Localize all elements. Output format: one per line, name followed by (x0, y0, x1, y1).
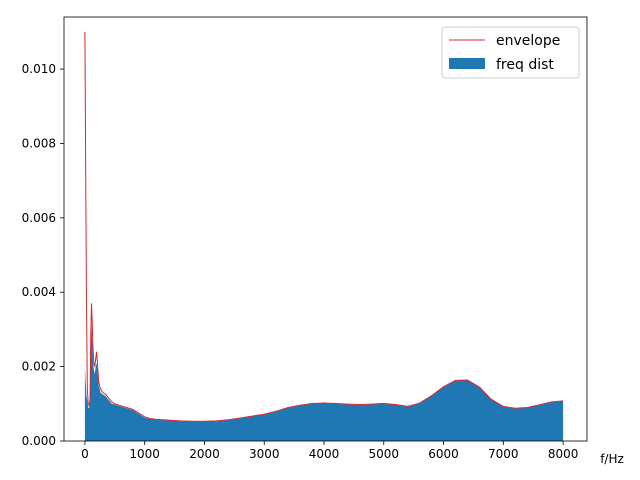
y-tick-label: 0.010 (22, 62, 56, 76)
legend: envelope freq dist (441, 26, 580, 79)
legend-envelope-label: envelope (496, 33, 560, 49)
series-freq-dist-area (84, 321, 564, 441)
x-tick-label: 5000 (369, 447, 400, 461)
x-tick-label: 3000 (249, 447, 280, 461)
y-tick-label: 0.000 (22, 434, 56, 448)
y-tick-label: 0.008 (22, 136, 56, 150)
legend-freq-dist-label: freq dist (496, 57, 554, 73)
legend-freq-dist-patch (449, 58, 485, 69)
y-axis-ticks: 0.000 0.002 0.004 0.006 0.008 0.010 (22, 62, 64, 448)
series-envelope-line (84, 31, 564, 422)
plot-area (84, 31, 564, 441)
y-tick-label: 0.004 (22, 285, 56, 299)
x-axis-label: f/Hz (600, 452, 624, 466)
x-tick-label: 7000 (488, 447, 519, 461)
x-tick-label: 2000 (189, 447, 220, 461)
x-tick-label: 1000 (129, 447, 160, 461)
x-tick-label: 8000 (548, 447, 579, 461)
x-tick-label: 0 (81, 447, 89, 461)
x-tick-label: 6000 (428, 447, 459, 461)
y-tick-label: 0.002 (22, 360, 56, 374)
y-tick-label: 0.006 (22, 211, 56, 225)
x-axis-ticks: 0 1000 2000 3000 4000 5000 6000 7000 8000 (81, 441, 578, 461)
axes-frame (63, 16, 588, 442)
x-tick-label: 4000 (309, 447, 340, 461)
